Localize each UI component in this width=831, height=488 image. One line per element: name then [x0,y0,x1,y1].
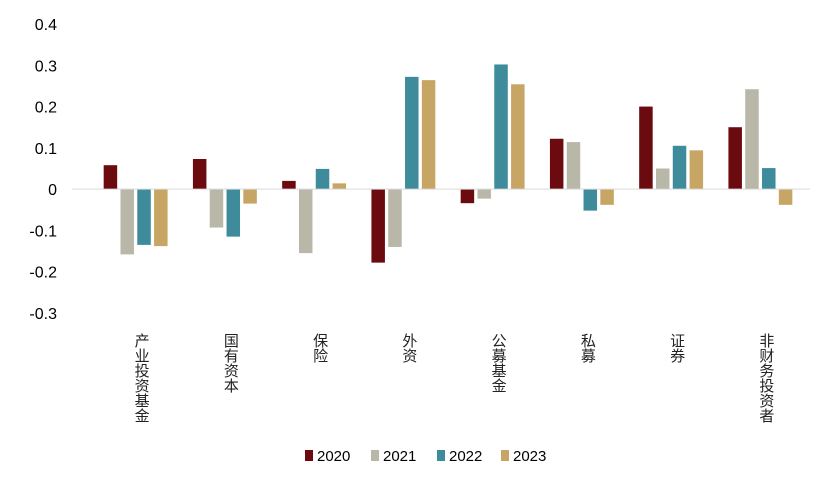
category-label: 保险 [311,333,329,363]
y-tick-label: 0.3 [35,58,57,75]
bar-2022 [226,189,241,237]
bar-2021 [120,189,134,255]
bar-2022 [762,168,776,190]
y-tick-label: 0.1 [35,141,57,158]
bar-2023 [243,189,257,204]
bar-2023 [600,189,614,205]
legend-swatch-2021 [371,450,379,461]
bar-2021 [745,89,759,190]
bar-2023 [689,150,704,190]
bar-2022 [494,64,508,190]
bar-2021 [298,189,313,254]
bar-2022 [315,168,330,190]
bar-2022 [583,189,598,211]
y-tick-label: -0.2 [29,265,57,282]
bar-2023 [332,183,347,190]
category-label: 产业投资基金 [133,333,151,423]
y-tick-label: 0.2 [35,100,57,117]
bar-2021 [209,189,224,228]
bar-2023 [421,80,436,190]
bar-2020 [639,106,653,190]
bar-2023 [511,84,525,190]
bar-2020 [103,165,118,190]
bar-2020 [728,127,742,190]
category-labels: 产业投资基金 国有资本 保险 外资 公募基金 私募 证券 非财务投资者 [133,333,776,423]
category-label: 国有资本 [222,333,240,393]
bar-2022 [672,145,687,190]
bar-2021 [477,189,491,199]
y-tick-label: 0 [48,182,57,199]
legend-label: 2021 [383,448,416,465]
category-label: 公募基金 [490,333,508,393]
bar-group [103,64,793,263]
bar-2021 [566,142,581,190]
bar-2023 [154,189,168,247]
legend-label: 2022 [449,448,482,465]
legend: 2020 2021 2022 2023 [305,448,546,465]
category-label: 证券 [668,333,686,364]
y-tick-label: -0.3 [29,306,57,323]
legend-label: 2023 [513,448,546,465]
legend-swatch-2022 [437,450,445,461]
legend-swatch-2020 [305,450,313,461]
legend-label: 2020 [317,448,350,465]
y-tick-label: 0.4 [35,17,57,34]
bar-2022 [137,189,151,245]
category-label: 私募 [579,333,597,364]
legend-swatch-2023 [501,450,509,461]
category-label: 非财务投资者 [757,333,775,423]
y-axis-ticks: 0.4 0.3 0.2 0.1 0 -0.1 -0.2 -0.3 [29,17,57,323]
bar-2020 [549,138,564,190]
bar-2021 [388,189,402,247]
bar-2020 [460,189,475,204]
bar-2022 [405,76,419,190]
bar-2020 [192,159,207,190]
bar-2023 [778,189,793,205]
bar-2020 [282,180,296,190]
bar-2020 [371,189,385,263]
bar-2021 [655,168,670,190]
y-tick-label: -0.1 [29,223,57,240]
category-label: 外资 [400,333,418,363]
